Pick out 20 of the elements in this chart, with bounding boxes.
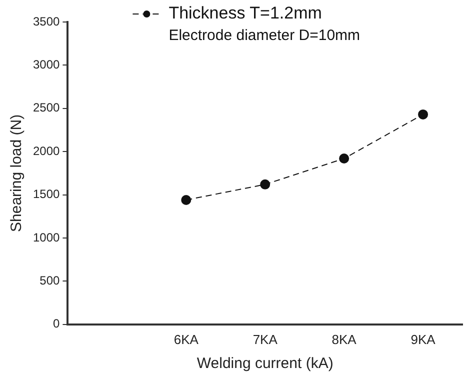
x-tick-label: 6KA — [174, 332, 199, 347]
y-tick-label: 2500 — [32, 100, 60, 115]
x-axis-title: Welding current (kA) — [196, 355, 334, 372]
y-axis-title: Shearing load (N) — [8, 114, 26, 232]
legend-label: Thickness T=1.2mm — [168, 4, 322, 23]
y-tick-label: 3000 — [32, 58, 60, 72]
x-tick-label: 7KA — [252, 332, 278, 347]
x-tick-label: 8KA — [332, 332, 357, 347]
point — [260, 179, 270, 190]
y-tick-label: 1000 — [32, 230, 60, 244]
y-tick-label: 2000 — [32, 144, 60, 158]
y-tick-label: 0 — [53, 316, 60, 331]
annotation: Electrode diameter D=10mm — [168, 27, 360, 44]
point — [418, 109, 428, 120]
y-tick-label: 3500 — [32, 14, 60, 28]
x-tick-label: 9KA — [410, 332, 436, 347]
point — [339, 154, 350, 164]
point — [181, 194, 192, 205]
y-tick-label: 1500 — [32, 187, 60, 202]
y-tick-label: 500 — [40, 274, 60, 288]
